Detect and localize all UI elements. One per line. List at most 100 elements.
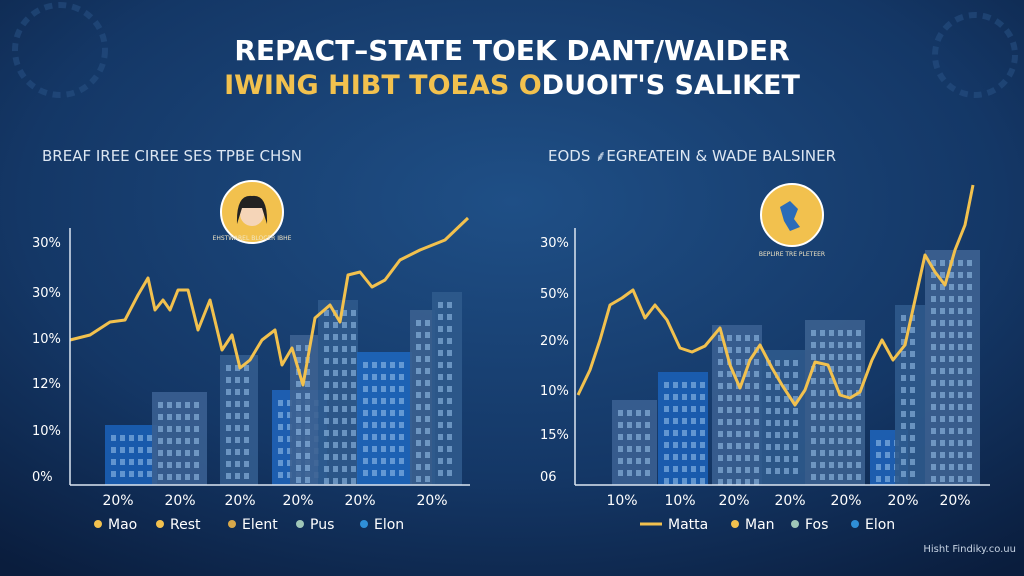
window	[645, 470, 650, 476]
window	[876, 464, 881, 470]
title: REPACT–STATE TOEK DANT/WAIDER	[234, 34, 789, 67]
window	[342, 430, 347, 436]
window	[784, 420, 789, 426]
window	[194, 450, 199, 456]
window	[673, 478, 678, 484]
window	[363, 362, 368, 368]
window	[399, 362, 404, 368]
window	[949, 308, 954, 314]
window	[793, 396, 798, 402]
window	[235, 401, 240, 407]
window	[381, 362, 386, 368]
window	[931, 320, 936, 326]
window	[438, 326, 443, 332]
window	[766, 432, 771, 438]
window	[333, 454, 338, 460]
window	[856, 474, 861, 480]
window	[167, 474, 172, 480]
legend-swatch	[791, 520, 799, 528]
legend-label: Elon	[374, 517, 404, 533]
window	[949, 332, 954, 338]
window	[958, 464, 963, 470]
window	[885, 452, 890, 458]
window	[754, 359, 759, 365]
window	[901, 327, 906, 333]
window	[700, 394, 705, 400]
window	[447, 326, 452, 332]
window	[351, 370, 356, 376]
window	[447, 458, 452, 464]
window	[342, 358, 347, 364]
window	[390, 374, 395, 380]
gear-decoration	[932, 12, 1018, 98]
window	[940, 356, 945, 362]
window	[967, 344, 972, 350]
window	[664, 466, 669, 472]
window	[820, 402, 825, 408]
window	[664, 442, 669, 448]
window	[691, 394, 696, 400]
window	[226, 413, 231, 419]
window	[910, 411, 915, 417]
window	[447, 314, 452, 320]
window	[664, 418, 669, 424]
window	[967, 260, 972, 266]
window	[931, 296, 936, 302]
window	[745, 419, 750, 425]
window	[691, 478, 696, 484]
window	[372, 434, 377, 440]
window	[811, 330, 816, 336]
window	[958, 452, 963, 458]
window	[940, 344, 945, 350]
window	[305, 477, 310, 483]
window	[447, 350, 452, 356]
window	[673, 394, 678, 400]
subtitle-rest: DUOIT'S SALIKET	[542, 70, 801, 101]
window	[342, 406, 347, 412]
window	[324, 322, 329, 328]
window	[901, 399, 906, 405]
window	[176, 474, 181, 480]
window	[416, 428, 421, 434]
window	[447, 398, 452, 404]
window	[876, 476, 881, 482]
window	[754, 383, 759, 389]
window	[745, 467, 750, 473]
window	[901, 315, 906, 321]
window	[958, 440, 963, 446]
window	[194, 414, 199, 420]
window	[636, 446, 641, 452]
window	[682, 394, 687, 400]
window	[784, 432, 789, 438]
x-label: 10%	[664, 493, 695, 509]
window	[333, 334, 338, 340]
hair	[236, 195, 268, 224]
window	[111, 471, 116, 477]
window	[416, 392, 421, 398]
window	[351, 310, 356, 316]
window	[856, 414, 861, 420]
window	[940, 284, 945, 290]
y-label: 0%	[32, 470, 53, 485]
window	[447, 386, 452, 392]
window	[745, 359, 750, 365]
window	[333, 394, 338, 400]
window	[278, 400, 283, 406]
window	[775, 456, 780, 462]
legend-label: Elon	[865, 517, 895, 533]
window	[287, 472, 292, 478]
window	[287, 460, 292, 466]
window	[129, 447, 134, 453]
window	[416, 440, 421, 446]
window	[766, 468, 771, 474]
legend-swatch	[296, 520, 304, 528]
window	[138, 435, 143, 441]
window	[664, 394, 669, 400]
window	[691, 430, 696, 436]
window	[305, 393, 310, 399]
window	[793, 372, 798, 378]
x-label: 20%	[774, 493, 805, 509]
window	[324, 478, 329, 484]
window	[447, 422, 452, 428]
window	[829, 366, 834, 372]
